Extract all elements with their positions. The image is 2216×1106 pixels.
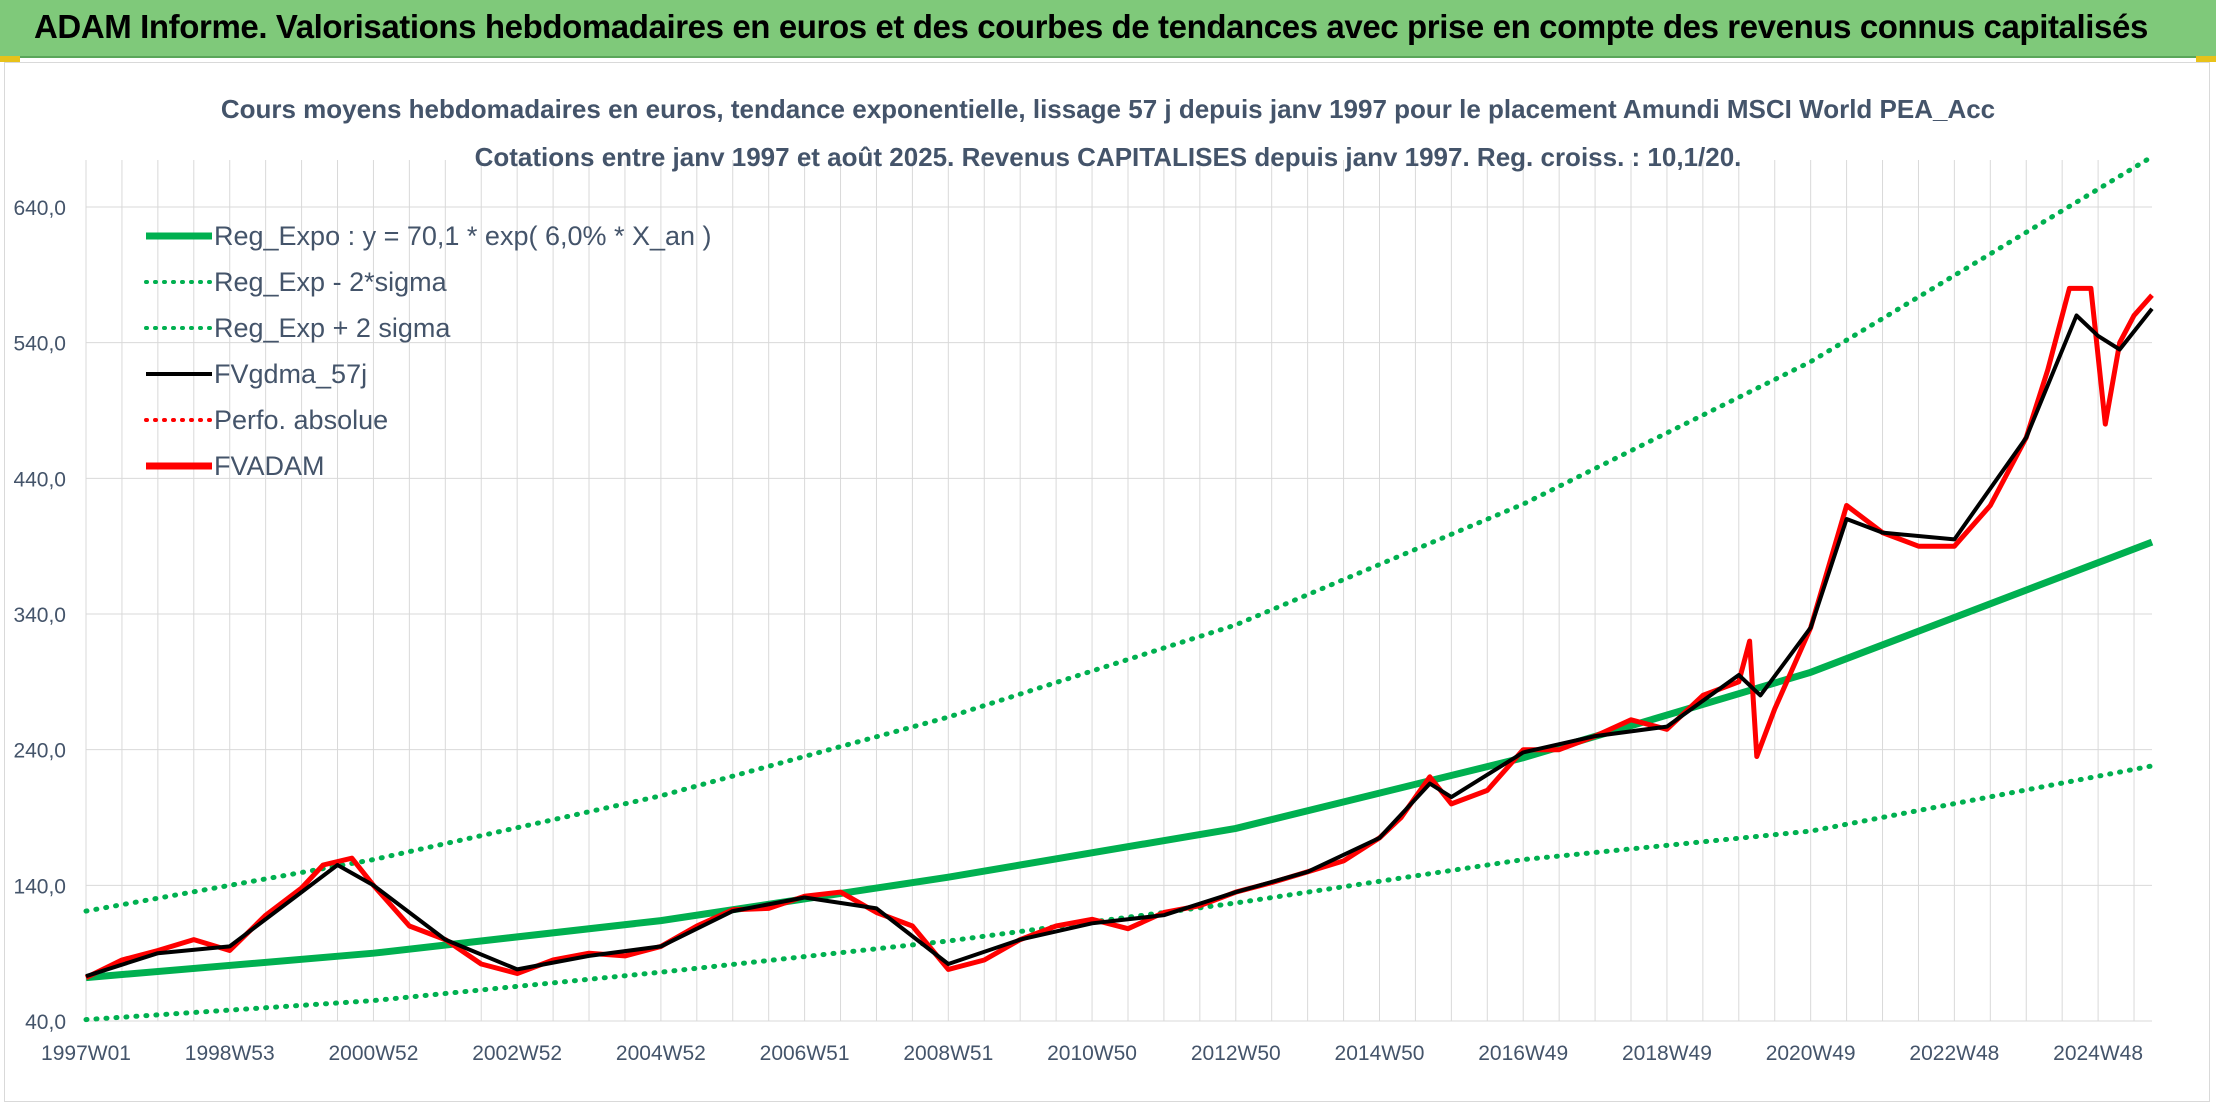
series-reg-expo-line: [85, 538, 2154, 982]
x-tick-label: 2012W50: [1191, 1042, 1281, 1065]
x-tick-label: 2016W49: [1478, 1042, 1568, 1065]
x-tick-label: 2006W51: [760, 1042, 850, 1065]
grid-layer: [85, 160, 2152, 1022]
x-tick-label: 2022W48: [1909, 1042, 1999, 1065]
series-layer: [83, 154, 2155, 1023]
y-tick-label: 140,0: [13, 875, 66, 898]
x-axis-ticks: 1997W01 1998W53 2000W52 2002W52 2004W52 2006W…: [41, 1042, 2143, 1065]
y-tick-label: 440,0: [13, 468, 66, 491]
series-fvgdma-line: [85, 307, 2154, 979]
x-tick-label: 2008W51: [903, 1042, 993, 1065]
series-fvadam-line: [84, 285, 2154, 980]
report-header: ADAM Informe. Valorisations hebdomadaire…: [0, 0, 2216, 58]
legend-label: FVADAM: [214, 451, 325, 481]
y-tick-label: 540,0: [13, 333, 66, 356]
legend-label: FVgdma_57j: [214, 359, 367, 389]
report-title: ADAM Informe. Valorisations hebdomadaire…: [34, 8, 2148, 45]
corner-mark-left: [0, 56, 20, 62]
x-tick-label: 2024W48: [2053, 1042, 2143, 1065]
x-tick-label: 2014W50: [1335, 1042, 1425, 1065]
x-tick-label: 2000W52: [328, 1042, 418, 1065]
y-tick-label: 40,0: [25, 1011, 66, 1034]
y-tick-label: 340,0: [13, 604, 66, 627]
legend-label: Reg_Exp - 2*sigma: [214, 267, 448, 297]
chart-subtitle: Cotations entre janv 1997 et août 2025. …: [475, 142, 1742, 172]
chart-titles: Cours moyens hebdomadaires en euros, ten…: [221, 94, 1995, 172]
legend-label: Perfo. absolue: [214, 405, 388, 435]
y-tick-label: 640,0: [13, 197, 66, 220]
legend-label: Reg_Exp + 2 sigma: [214, 313, 451, 343]
chart-area-frame: [4, 62, 2210, 1102]
x-tick-label: 2020W49: [1766, 1042, 1856, 1065]
series-reg-plus-2sigma-line: [83, 154, 2155, 914]
y-tick-label: 240,0: [13, 740, 66, 763]
x-tick-label: 2002W52: [472, 1042, 562, 1065]
x-tick-label: 2010W50: [1047, 1042, 1137, 1065]
corner-mark-right: [2196, 56, 2216, 62]
y-axis-ticks: 40,0 140,0 240,0 340,0 440,0 540,0 640,0: [13, 197, 66, 1034]
x-tick-label: 1997W01: [41, 1042, 131, 1065]
x-tick-label: 2004W52: [616, 1042, 706, 1065]
legend: Reg_Expo : y = 70,1 * exp( 6,0% * X_an )…: [144, 221, 712, 481]
x-tick-label: 2018W49: [1622, 1042, 1712, 1065]
chart-title: Cours moyens hebdomadaires en euros, ten…: [221, 94, 1995, 124]
x-tick-label: 1998W53: [185, 1042, 275, 1065]
series-reg-minus-2sigma-line: [83, 763, 2155, 1023]
legend-label: Reg_Expo : y = 70,1 * exp( 6,0% * X_an ): [214, 221, 712, 251]
